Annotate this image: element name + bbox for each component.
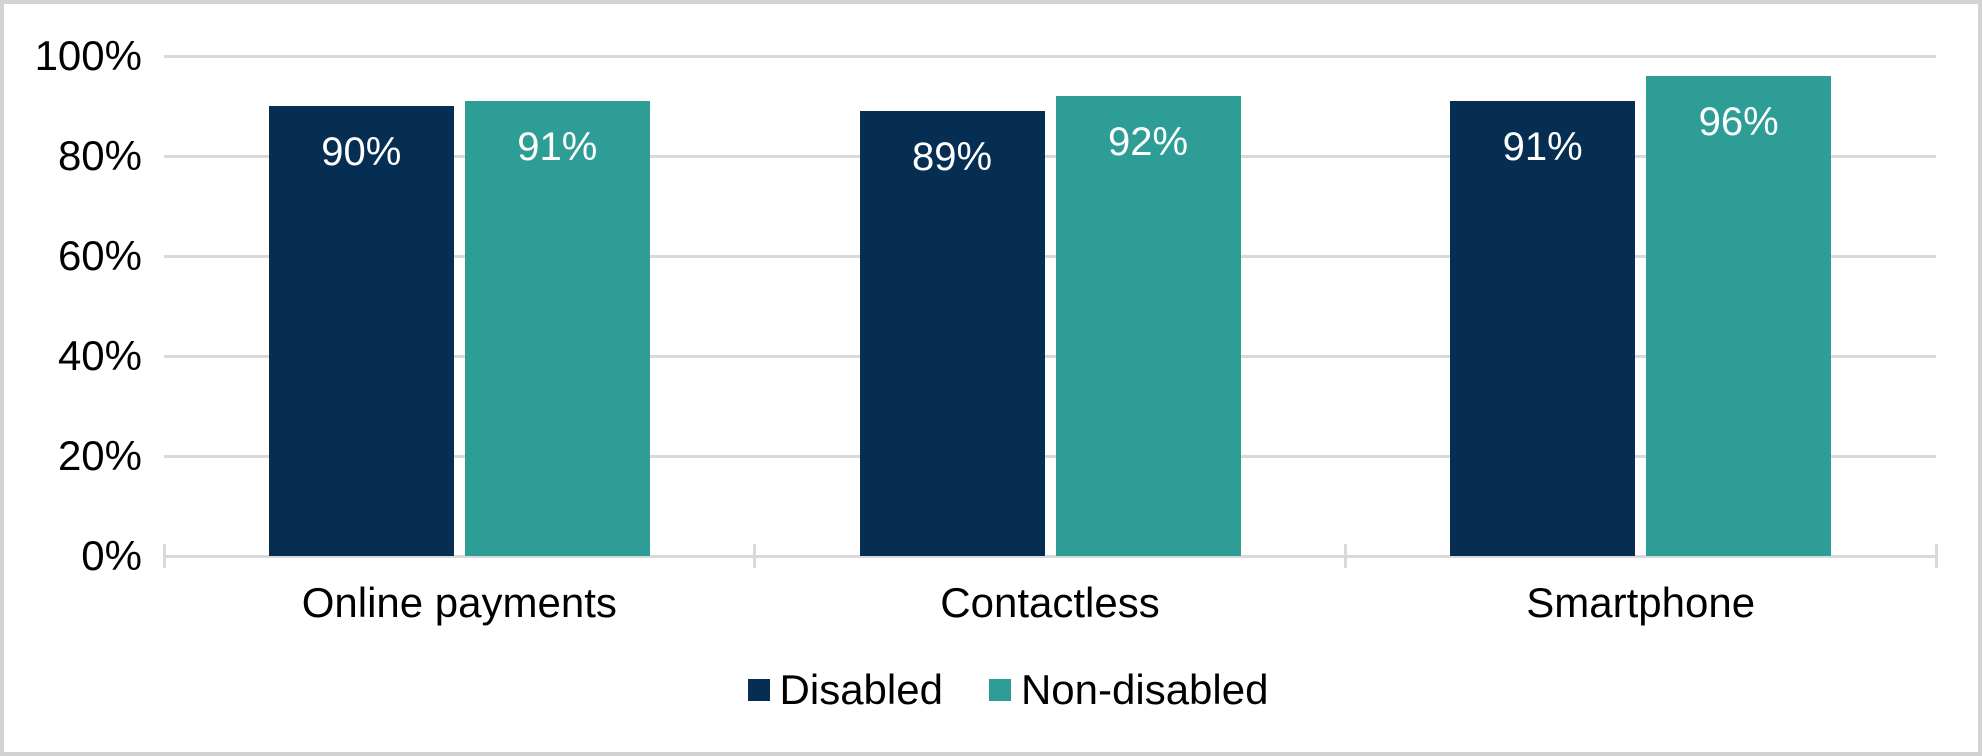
bar-value-label: 90%: [321, 130, 402, 174]
bar-value-label: 96%: [1698, 100, 1779, 144]
grid-line: [164, 54, 1936, 58]
grid-line: [164, 254, 1936, 258]
bar-value-label: 91%: [517, 125, 598, 169]
bar-disabled-contactless: 89%: [859, 111, 1045, 556]
legend: Disabled Non-disabled: [21, 664, 1978, 716]
grid-line: [164, 354, 1936, 358]
grid-line: [164, 454, 1936, 458]
bar-value-label: 92%: [1107, 120, 1189, 164]
bar-chart: 0% 20% 40% 60% 80% 100% 90% 91% Online payments 8…: [4, 4, 1978, 752]
bar-value-label: 89%: [911, 135, 993, 179]
x-axis-tick: [1934, 544, 1938, 568]
grid-line: [164, 554, 1936, 558]
x-axis-tick: [1343, 544, 1347, 568]
y-tick-label: 100%: [34, 32, 142, 79]
bar-disabled-smartphone: 91%: [1450, 101, 1636, 556]
y-tick-label: 0%: [81, 532, 142, 579]
legend-swatch-non-disabled: [988, 679, 1011, 701]
x-axis-tick: [753, 544, 757, 568]
x-category-label-contactless: Contactless: [940, 579, 1160, 626]
y-tick-label: 20%: [57, 432, 142, 479]
bar-disabled-online-payments: 90%: [268, 106, 454, 556]
grid-line: [164, 154, 1936, 158]
legend-item-disabled: Disabled: [747, 666, 943, 714]
x-category-label-online-payments: Online payments: [301, 579, 617, 626]
bar-non-disabled-contactless: 92%: [1055, 96, 1241, 556]
x-category-label-smartphone: Smartphone: [1526, 579, 1756, 626]
bar-non-disabled-online-payments: 91%: [464, 101, 650, 556]
y-tick-label: 80%: [57, 132, 142, 179]
legend-label: Non-disabled: [1020, 666, 1269, 713]
bar-value-label: 91%: [1502, 125, 1583, 169]
legend-label: Disabled: [779, 666, 943, 713]
bar-non-disabled-smartphone: 96%: [1646, 76, 1832, 556]
y-tick-label: 40%: [57, 332, 142, 379]
x-axis-tick: [162, 544, 166, 568]
y-tick-label: 60%: [57, 232, 142, 279]
legend-swatch-disabled: [747, 679, 770, 701]
legend-item-non-disabled: Non-disabled: [988, 666, 1269, 714]
